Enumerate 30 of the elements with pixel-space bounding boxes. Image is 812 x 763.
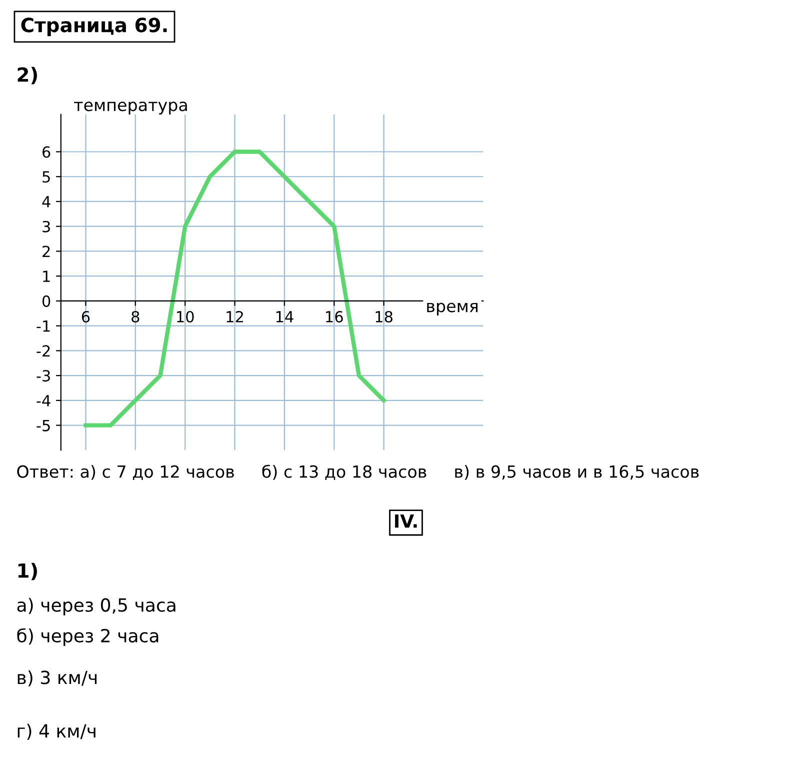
y-tick-label: -1 [36, 320, 50, 332]
y-tick-label: -3 [36, 370, 50, 382]
x-tick-label: 16 [326, 310, 343, 323]
chart-subtitle: 2) [18, 66, 37, 84]
y-axis-title: температура [74, 102, 187, 114]
x-tick-label: 6 [82, 310, 90, 323]
y-tick-label: 0 [42, 295, 50, 307]
text: г) 4 км/ч [18, 724, 96, 740]
text: б) через 2 часа [17, 628, 158, 646]
x-tick-label: 8 [132, 310, 140, 323]
y-tick-label: -2 [36, 345, 50, 356]
y-tick-label: 2 [42, 246, 50, 258]
x-axis-title: время [427, 302, 478, 316]
y-tick-label: 5 [42, 171, 50, 183]
text: а) через 0,5 часа [17, 598, 176, 616]
y-tick-label: 3 [42, 220, 50, 232]
text: IV. [395, 514, 417, 528]
y-tick-label: -5 [36, 420, 50, 432]
x-tick-label: 10 [177, 310, 194, 323]
x-tick-label: 12 [226, 310, 243, 322]
y-tick-label: -4 [36, 395, 50, 406]
text: Ответ: а) с 7 до 12 часов б) с 13 до 18 часов в) в 9,5 часов и в 16,5 часов [17, 464, 699, 480]
x-tick-label: 18 [376, 310, 392, 323]
text: 1) [18, 562, 37, 580]
y-tick-label: 6 [42, 146, 50, 158]
y-tick-label: 4 [42, 196, 50, 208]
chart-title: Страница 69. [21, 18, 167, 36]
text: в) 3 км/ч [18, 670, 97, 686]
y-tick-label: 1 [43, 270, 50, 282]
x-tick-label: 14 [276, 311, 294, 322]
